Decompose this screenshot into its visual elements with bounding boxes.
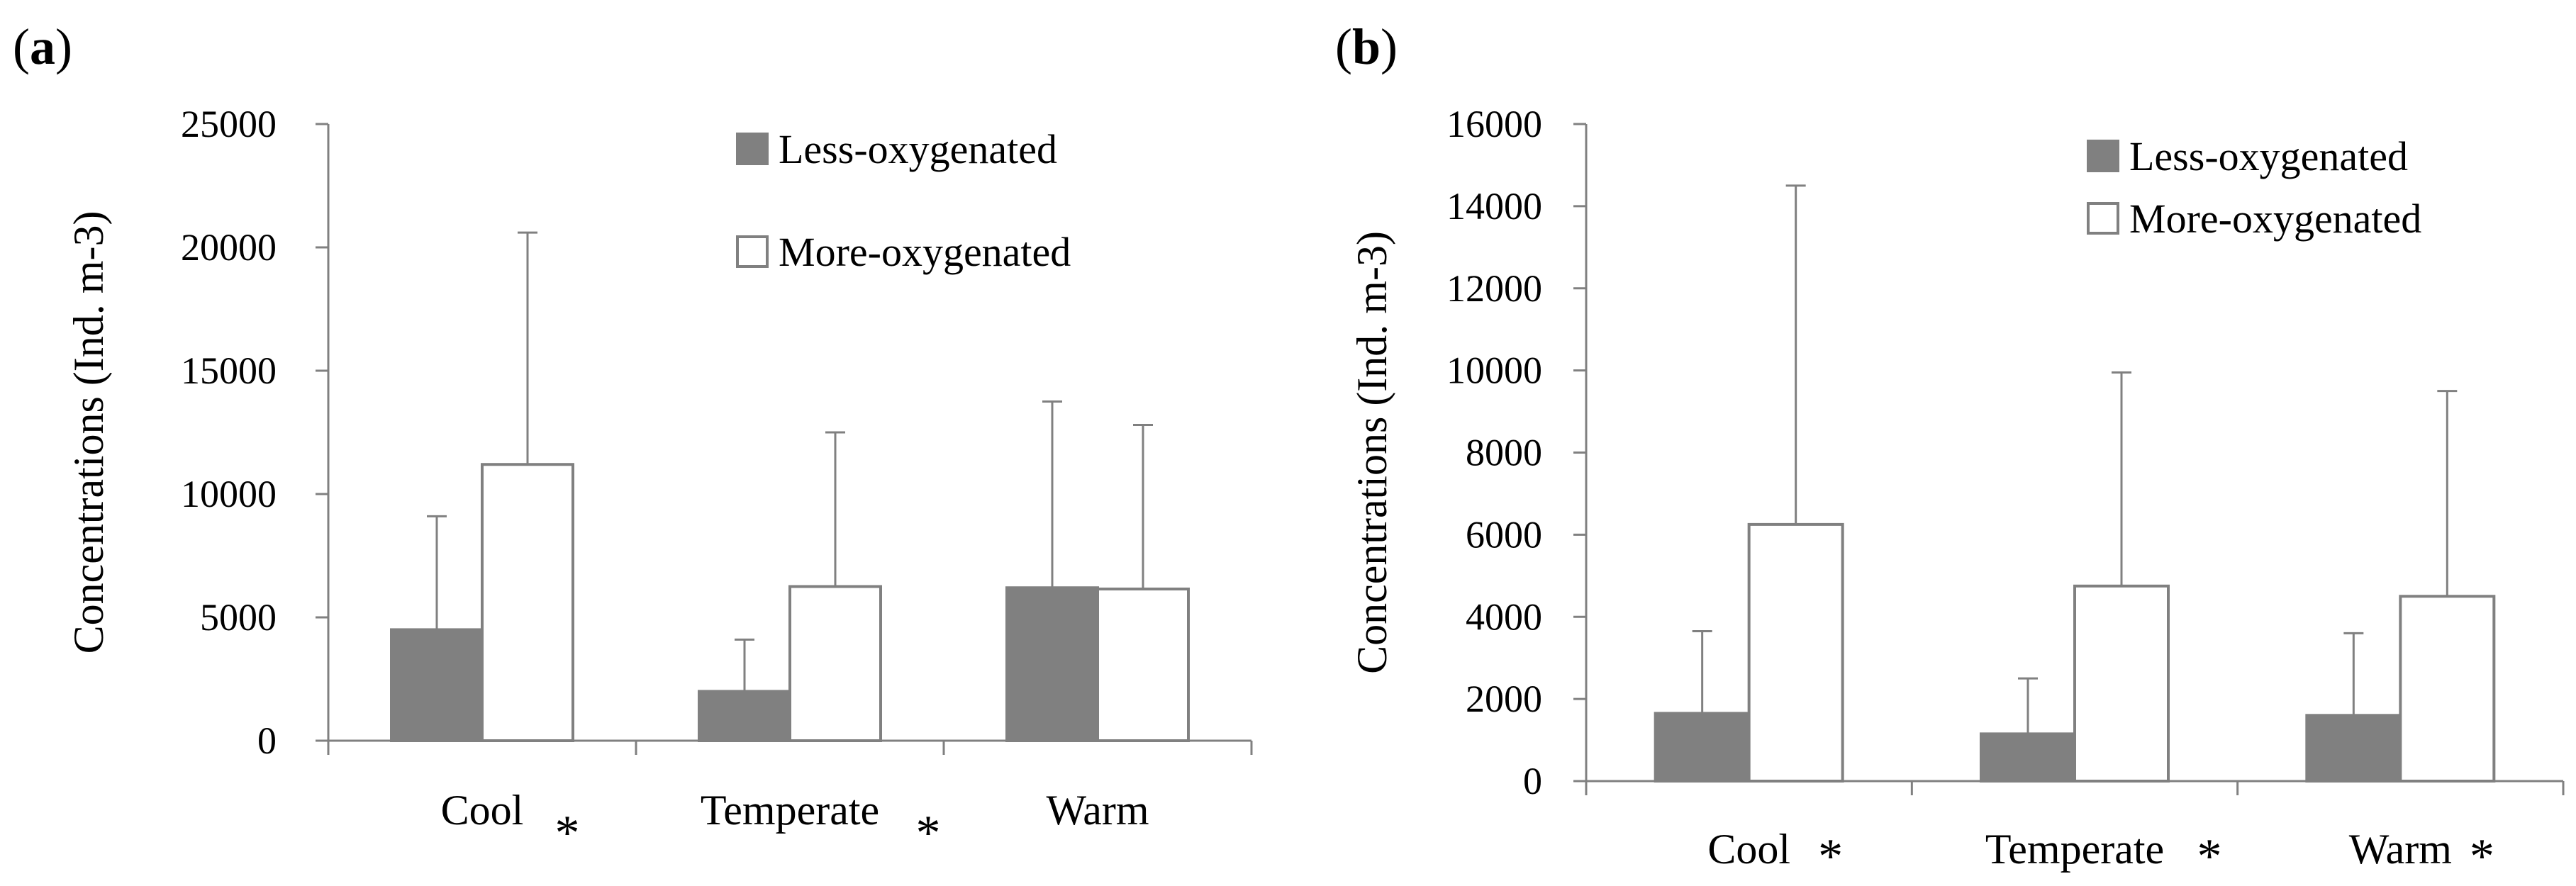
y-tick-label: 6000 xyxy=(1466,513,1542,556)
category-label: Temperate xyxy=(701,787,879,834)
legend-swatch-less xyxy=(736,133,769,165)
legend: Less-oxygenated More-oxygenated xyxy=(736,126,1071,275)
bar-less-warm xyxy=(1005,586,1099,742)
y-tick-label: 20000 xyxy=(181,226,277,269)
y-axis-title: Concentrations (Ind. m-3) xyxy=(1349,231,1395,674)
bar-more-cool xyxy=(1747,522,1844,783)
bar-more-warm xyxy=(2399,595,2496,783)
significance-star: * xyxy=(2197,829,2222,884)
bar-less-cool xyxy=(1654,712,1751,783)
legend-label: More-oxygenated xyxy=(779,229,1071,275)
y-tick-label: 10000 xyxy=(1446,349,1542,392)
legend-label: Less-oxygenated xyxy=(779,126,1057,172)
y-tick-label: 25000 xyxy=(181,103,277,145)
category-label: Warm xyxy=(2349,826,2452,873)
y-tick-label: 14000 xyxy=(1446,185,1542,228)
legend-label: Less-oxygenated xyxy=(2129,133,2408,179)
y-axis-title: Concentrations (Ind. m-3) xyxy=(65,211,112,654)
legend-label: More-oxygenated xyxy=(2129,196,2421,242)
legend-swatch-less xyxy=(2087,140,2119,172)
y-tick-label: 8000 xyxy=(1466,432,1542,474)
significance-star: * xyxy=(916,806,941,860)
y-tick-label: 5000 xyxy=(200,596,277,639)
panel-label: (a) xyxy=(13,18,72,75)
legend-swatch-more xyxy=(2087,202,2119,235)
bar-more-temperate xyxy=(788,585,882,742)
legend-swatch-more xyxy=(736,235,769,268)
bar-more-temperate xyxy=(2073,584,2170,783)
category-label: Cool xyxy=(1707,826,1790,873)
y-tick-label: 0 xyxy=(257,719,277,762)
panel-label: (b) xyxy=(1335,18,1398,75)
category-label: Cool xyxy=(441,787,524,834)
chart-panel-b: (b) 0 2000 4000 6000 8000 10000 12000 14000 16000… xyxy=(1335,18,2565,884)
bar-less-temperate xyxy=(1980,732,2076,783)
bar-less-cool xyxy=(390,628,484,743)
y-tick-label: 2000 xyxy=(1466,678,1542,720)
legend: Less-oxygenated More-oxygenated xyxy=(2087,133,2421,242)
y-tick-label: 15000 xyxy=(181,349,277,392)
bar-more-cool xyxy=(481,463,574,742)
y-tick-label: 4000 xyxy=(1466,595,1542,638)
y-tick-label: 12000 xyxy=(1446,267,1542,310)
category-label: Temperate xyxy=(1985,826,2164,873)
category-label: Warm xyxy=(1046,787,1149,834)
bar-less-temperate xyxy=(698,690,791,743)
significance-star: * xyxy=(555,806,580,860)
y-tick-label: 16000 xyxy=(1446,103,1542,145)
y-tick-label: 0 xyxy=(1523,760,1542,802)
chart-panel-a: (a) 0 5000 10000 15000 20000 25000 Concentratio… xyxy=(13,18,1253,860)
significance-star: * xyxy=(2470,829,2494,884)
y-tick-label: 10000 xyxy=(181,473,277,515)
bar-less-warm xyxy=(2305,714,2402,783)
significance-star: * xyxy=(1818,829,1843,884)
bar-more-warm xyxy=(1096,587,1190,742)
